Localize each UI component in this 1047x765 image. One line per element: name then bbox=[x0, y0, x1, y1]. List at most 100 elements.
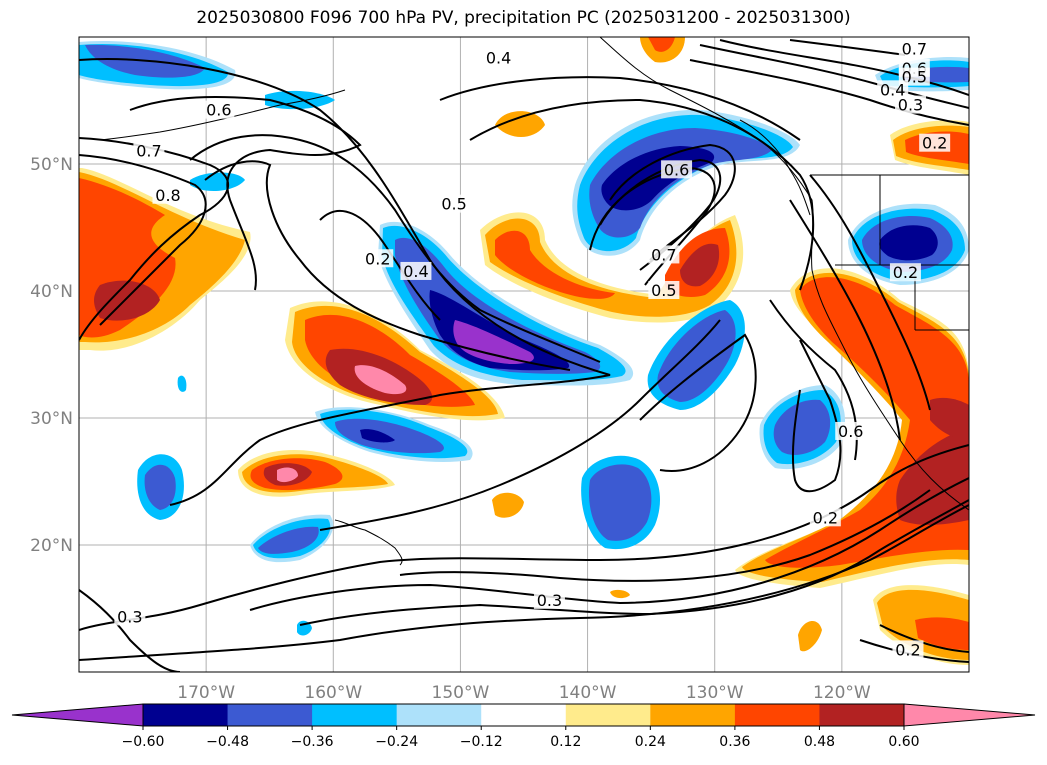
contour-label: 0.5 bbox=[651, 281, 676, 300]
contour-label: 0.6 bbox=[664, 160, 689, 179]
colorbar-extend-high bbox=[903, 703, 1036, 727]
colorbar-tick-label: −0.12 bbox=[460, 734, 503, 750]
contour-label: 0.2 bbox=[365, 249, 390, 268]
contour-label: 0.3 bbox=[117, 607, 142, 626]
contour-label: 0.6 bbox=[206, 101, 231, 120]
lat-tick-label: 20°N bbox=[30, 536, 73, 556]
contour-label-bg bbox=[889, 263, 921, 282]
precip-shading-positive bbox=[79, 37, 969, 665]
contour-label-bg bbox=[483, 48, 515, 67]
colorbar-segment bbox=[312, 704, 398, 726]
contour-label-bg bbox=[152, 185, 184, 204]
contour-label-bg bbox=[133, 141, 165, 160]
lat-tick-label: 50°N bbox=[30, 155, 73, 175]
contour-label-bg bbox=[648, 245, 680, 264]
colorbar-tick-label: 0.24 bbox=[635, 734, 666, 750]
contour-label: 0.4 bbox=[403, 262, 428, 281]
colorbar-tick-label: 0.60 bbox=[888, 734, 919, 750]
precip-area bbox=[492, 492, 524, 518]
lon-tick-label: 160°W bbox=[304, 683, 362, 703]
pv-contour bbox=[879, 624, 969, 653]
pv-contour bbox=[689, 59, 969, 126]
lat-tick-label: 40°N bbox=[30, 282, 73, 302]
precip-area bbox=[915, 617, 969, 650]
colorbar-tick-label: −0.48 bbox=[206, 734, 249, 750]
precip-shading-negative bbox=[79, 40, 969, 636]
contour-label: 0.3 bbox=[898, 96, 923, 115]
pv-contour bbox=[789, 199, 901, 441]
contour-label-bg bbox=[533, 590, 565, 609]
contour-label-bg bbox=[895, 95, 927, 114]
contour-label-bg bbox=[648, 281, 680, 299]
precip-area bbox=[94, 280, 160, 321]
alaska-coastline bbox=[599, 37, 969, 511]
bc-coastline bbox=[739, 119, 811, 216]
contour-label-bg bbox=[877, 80, 909, 99]
pv-contour bbox=[79, 154, 207, 326]
contour-label-bg bbox=[400, 261, 432, 280]
precip-area bbox=[177, 375, 187, 392]
contour-label: 0.2 bbox=[922, 134, 947, 153]
precip-area bbox=[277, 467, 298, 483]
lat-tick-label: 30°N bbox=[30, 409, 73, 429]
precip-area bbox=[190, 172, 245, 192]
lon-tick-label: 150°W bbox=[432, 683, 490, 703]
precip-area bbox=[773, 399, 831, 455]
contour-label-bg bbox=[835, 421, 867, 440]
colorbar-tick-label: −0.60 bbox=[122, 734, 165, 750]
colorbar-tick-label: −0.24 bbox=[375, 734, 418, 750]
precip-area bbox=[588, 464, 652, 541]
pv-contour bbox=[789, 39, 906, 56]
colorbar-tick-label: 0.12 bbox=[550, 734, 581, 750]
contour-label-bg bbox=[898, 39, 930, 58]
contour-label: 0.2 bbox=[895, 640, 920, 659]
latitude-labels: 20°N 30°N 40°N 50°N bbox=[30, 155, 73, 556]
pv-contour bbox=[299, 499, 969, 626]
pv-contour bbox=[189, 134, 601, 363]
contour-label: 0.2 bbox=[813, 508, 838, 527]
pv-contour bbox=[79, 444, 969, 631]
contour-label: 0.8 bbox=[155, 186, 180, 205]
contour-label: 0.7 bbox=[136, 141, 161, 160]
lon-tick-label: 120°W bbox=[813, 683, 871, 703]
pv-contour bbox=[249, 477, 969, 611]
contour-label: 0.6 bbox=[838, 422, 863, 441]
contour-label: 0.4 bbox=[486, 49, 511, 68]
pv-contour bbox=[79, 504, 969, 661]
precip-area bbox=[930, 397, 969, 440]
contour-label: 0.4 bbox=[880, 80, 905, 99]
pv-contour bbox=[791, 339, 842, 493]
contour-label-bg bbox=[661, 160, 693, 179]
pv-contour bbox=[204, 160, 571, 371]
colorbar-segment bbox=[734, 704, 820, 726]
contour-labels: 0.40.60.70.80.50.20.40.60.70.50.70.60.50… bbox=[114, 39, 951, 659]
precip-area bbox=[495, 111, 545, 138]
colorbar-segment bbox=[396, 704, 482, 726]
colorbar: −0.60 −0.48 −0.36 −0.24 −0.12 0.12 0.24 0.36 0.4… bbox=[11, 703, 1036, 750]
contour-label-bg bbox=[919, 133, 951, 152]
longitude-labels: 170°W 160°W 150°W 140°W 130°W 120°W bbox=[177, 683, 871, 703]
precip-area bbox=[657, 310, 736, 402]
colorbar-segment bbox=[143, 704, 229, 726]
hawaii-islands bbox=[334, 519, 403, 566]
precip-area bbox=[360, 429, 395, 443]
lon-tick-label: 170°W bbox=[177, 683, 235, 703]
colorbar-tick-label: 0.48 bbox=[804, 734, 835, 750]
lon-tick-label: 140°W bbox=[559, 683, 617, 703]
precip-area bbox=[798, 620, 822, 652]
contour-label-bg bbox=[892, 640, 924, 659]
lon-tick-label: 130°W bbox=[686, 683, 744, 703]
contour-label: 0.7 bbox=[651, 245, 676, 264]
precip-area bbox=[610, 589, 630, 599]
pv-contour bbox=[79, 58, 611, 506]
precip-area bbox=[680, 243, 720, 287]
pv-contour bbox=[319, 209, 441, 321]
pv-contour bbox=[399, 489, 931, 582]
contour-label: 0.5 bbox=[441, 195, 466, 214]
contour-label: 0.3 bbox=[537, 591, 562, 610]
pv-contour bbox=[129, 96, 362, 291]
colorbar-frame bbox=[142, 703, 905, 727]
map-frame bbox=[78, 36, 970, 673]
precip-area bbox=[144, 464, 176, 510]
